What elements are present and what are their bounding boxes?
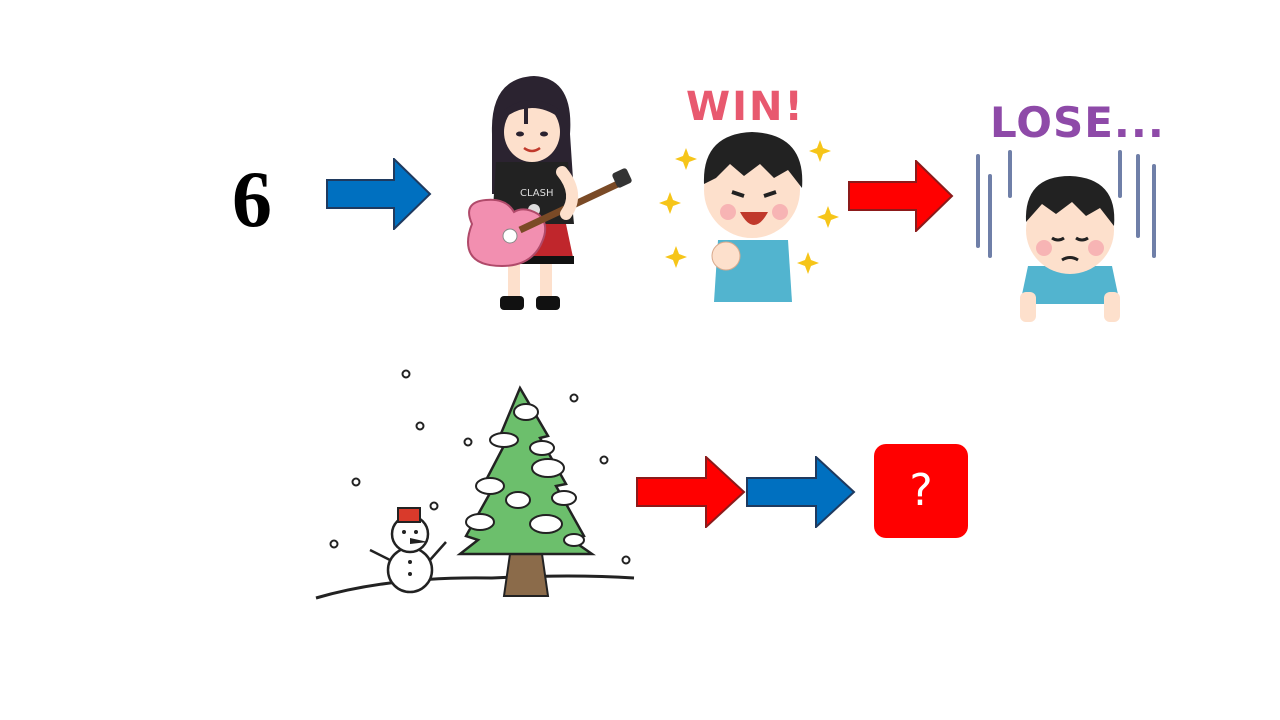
loser-boy-icon: LOSE... xyxy=(970,96,1170,331)
red-arrow-2 xyxy=(636,456,746,528)
winner-boy-icon: WIN! xyxy=(656,80,846,315)
red-arrow-1 xyxy=(848,160,954,232)
answer-box[interactable]: ? xyxy=(874,444,968,538)
snowman-tree-icon xyxy=(312,364,642,611)
blue-arrow-1 xyxy=(326,158,432,230)
guitarist-girl-icon: CLASH xyxy=(462,74,638,319)
win-label: WIN! xyxy=(686,84,805,130)
lose-label: LOSE... xyxy=(990,98,1165,147)
svg-text:CLASH: CLASH xyxy=(520,188,554,199)
blue-arrow-2 xyxy=(746,456,856,528)
puzzle-number: 6 xyxy=(232,156,272,244)
